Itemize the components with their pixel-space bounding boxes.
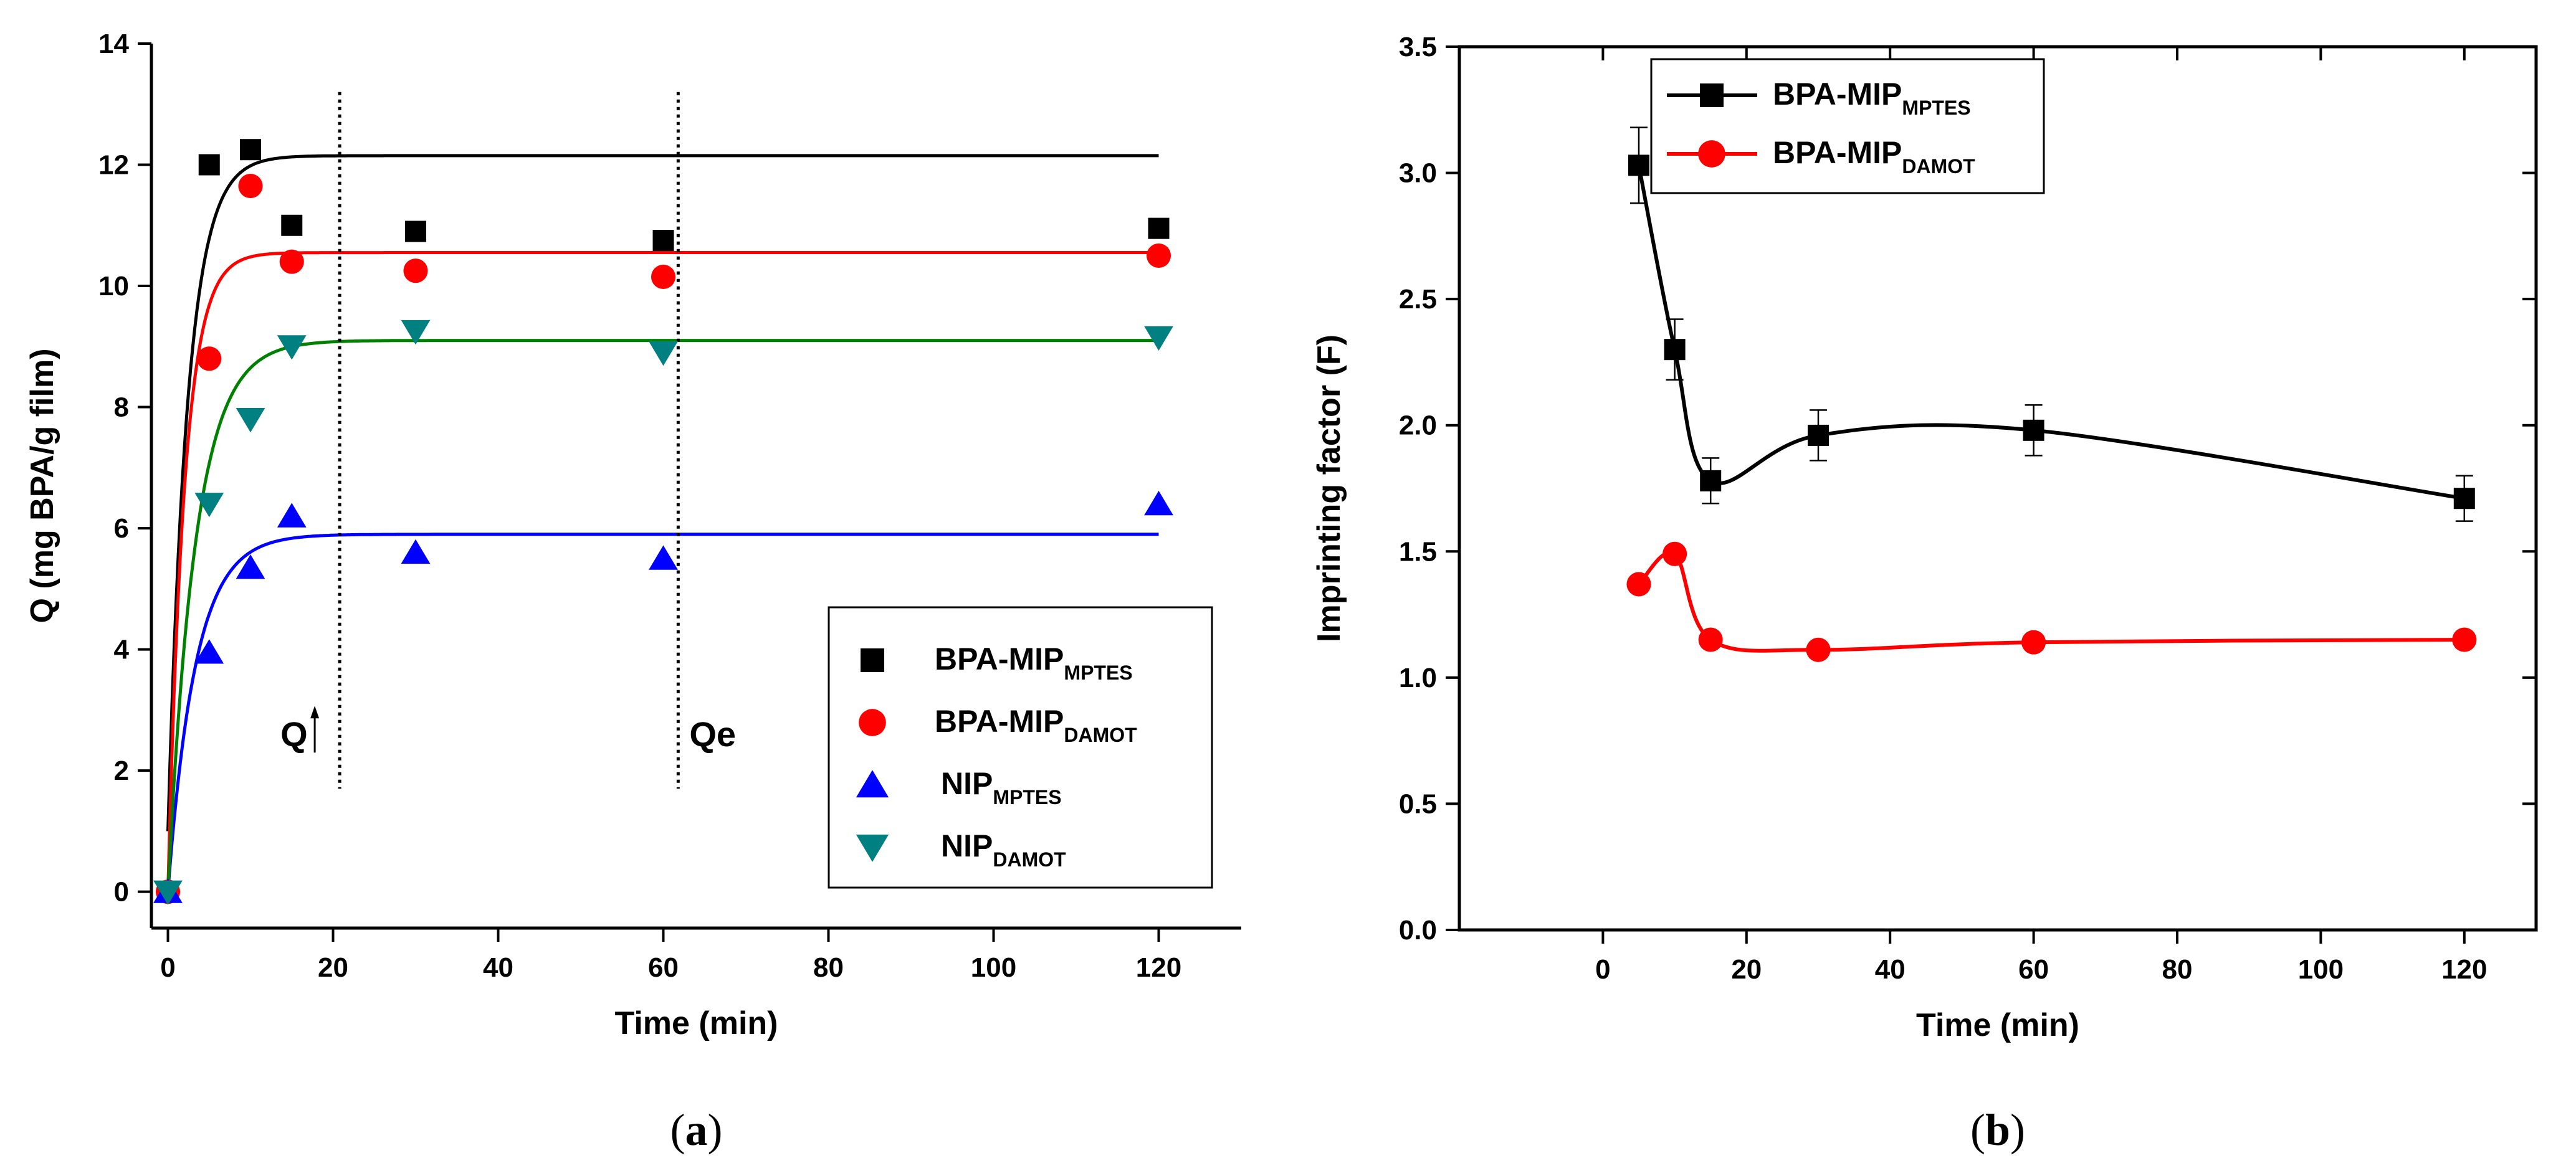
data-point-b-0-1: [1664, 339, 1686, 361]
data-point-2-5: [649, 545, 678, 570]
x-tick-label: 100: [971, 952, 1016, 983]
data-point-0-5: [652, 230, 674, 252]
data-point-0-3: [281, 214, 303, 236]
y-tick-label: 14: [98, 29, 129, 59]
x-axis-title: Time (min): [1916, 1007, 2079, 1043]
data-point-2-2: [236, 554, 265, 579]
x-tick-label: 20: [1731, 954, 1762, 985]
legend-marker-0: [861, 648, 884, 672]
data-point-b-0-2: [1700, 470, 1722, 491]
panel-a: 0 20 40 60 80 100 120 0 2 4 6 8 10 12 14 Time (min) Q (m…: [24, 29, 1241, 1155]
fit-curve-2: [166, 533, 1159, 892]
data-point-3-1: [194, 493, 224, 518]
annotation-arrowhead: [310, 706, 320, 719]
data-point-b-0-3: [1808, 424, 1829, 446]
data-point-0-4: [405, 220, 426, 242]
data-point-b-1-4: [2021, 630, 2046, 655]
y-tick-label: 2.5: [1399, 284, 1437, 315]
annotation-label-1: Qe: [689, 714, 736, 754]
data-point-2-3: [277, 503, 307, 528]
x-tick-label: 40: [1875, 954, 1906, 985]
data-point-0-6: [1148, 217, 1170, 239]
legend-marker-b-0: [1700, 83, 1724, 107]
data-point-3-3: [277, 335, 307, 360]
fit-curve-0: [166, 154, 1159, 832]
x-tick-label: 0: [1595, 954, 1610, 985]
y-tick-label: 2: [114, 756, 129, 786]
y-tick-label: 1.5: [1399, 536, 1437, 567]
series-line-1: [1637, 550, 2464, 653]
y-tick-label: 0.5: [1399, 789, 1437, 819]
data-point-1-4: [403, 258, 428, 283]
legend-box: [828, 606, 1213, 889]
x-tick-label: 120: [2441, 954, 2487, 985]
data-point-0-2: [240, 139, 261, 161]
legend-marker-1: [859, 709, 886, 736]
x-tick-label: 80: [2162, 954, 2193, 985]
data-point-2-6: [1144, 490, 1173, 516]
x-tick-label: 60: [648, 952, 679, 983]
data-point-1-2: [238, 174, 263, 199]
panel-b: 0 20 40 60 80 100 120 0.0 0.5 1.0 1.5 2.0 2.5 3.0 3.5 T…: [1311, 32, 2538, 1155]
data-point-2-4: [401, 539, 431, 564]
data-point-1-5: [651, 264, 676, 290]
data-point-3-5: [649, 341, 678, 366]
data-point-1-1: [197, 346, 222, 371]
plot-frame: [1457, 45, 2538, 932]
data-point-b-0-4: [2023, 419, 2044, 441]
fit-curve-3: [166, 339, 1159, 892]
annotation-label-0: Q: [280, 714, 308, 754]
y-tick-label: 4: [114, 635, 130, 665]
data-point-b-1-2: [1698, 627, 1723, 652]
data-point-3-4: [401, 320, 431, 345]
y-tick-label: 12: [98, 150, 129, 181]
data-point-1-3: [279, 249, 304, 274]
legend-box-b: [1650, 58, 2045, 194]
data-point-3-6: [1144, 326, 1173, 351]
x-tick-label: 40: [483, 952, 513, 983]
x-tick-label: 0: [160, 952, 175, 983]
y-tick-label: 3.0: [1399, 158, 1437, 189]
data-point-b-1-5: [2452, 627, 2477, 652]
y-axis-title: Imprinting factor (F): [1311, 334, 1347, 642]
y-tick-label: 6: [114, 513, 129, 544]
y-tick-label: 0.0: [1399, 915, 1437, 946]
x-tick-label: 20: [318, 952, 348, 983]
y-tick-label: 3.5: [1399, 32, 1437, 62]
y-axis-title: Q (mg BPA/g film): [24, 348, 60, 623]
x-tick-label: 120: [1136, 952, 1181, 983]
x-tick-label: 100: [2298, 954, 2344, 985]
x-tick-label: 80: [813, 952, 844, 983]
series-line-0: [1637, 164, 2465, 501]
y-tick-label: 0: [114, 877, 129, 908]
data-point-b-0-5: [2453, 488, 2475, 510]
y-tick-label: 8: [114, 392, 129, 423]
panel-caption: (b): [1970, 1105, 2025, 1155]
data-point-2-1: [194, 639, 224, 664]
data-point-3-0: [153, 880, 183, 905]
data-point-b-1-1: [1662, 541, 1687, 566]
x-tick-label: 60: [2018, 954, 2049, 985]
x-axis-title: Time (min): [615, 1005, 778, 1041]
y-tick-label: 10: [98, 271, 129, 301]
data-point-b-0-0: [1628, 154, 1649, 176]
data-point-b-1-0: [1626, 572, 1651, 597]
data-point-0-1: [198, 154, 220, 176]
legend-marker-3: [856, 834, 889, 862]
legend-marker-2: [856, 770, 889, 798]
data-point-3-2: [236, 407, 265, 433]
data-point-b-1-3: [1806, 637, 1831, 662]
y-tick-label: 1.0: [1399, 663, 1437, 693]
fit-curve-1: [166, 251, 1159, 892]
legend-marker-b-1: [1698, 140, 1725, 168]
panel-caption: (a): [670, 1105, 723, 1155]
y-tick-label: 2.0: [1399, 410, 1437, 441]
data-point-1-6: [1146, 243, 1171, 268]
